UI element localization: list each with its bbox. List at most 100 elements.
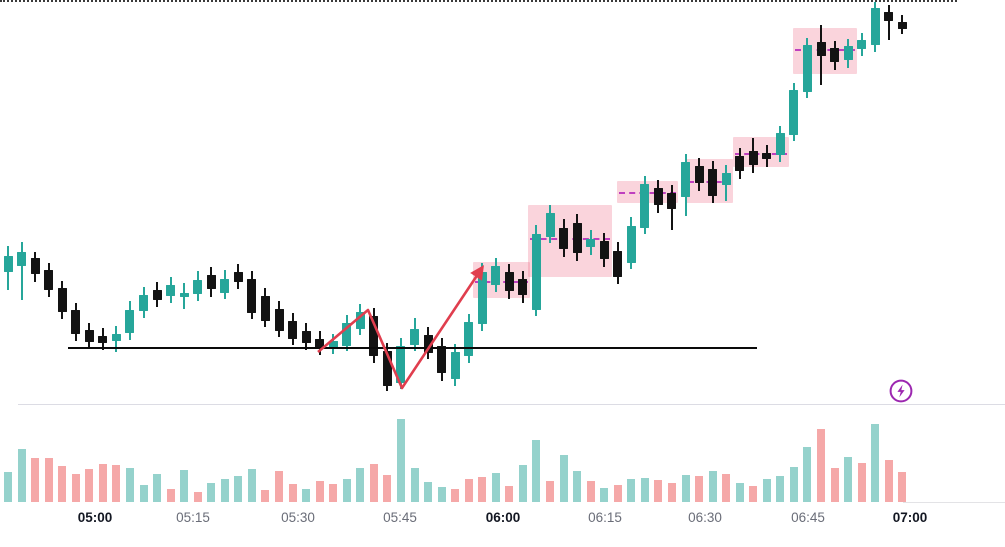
zone-mid-dashed-line [735, 153, 787, 155]
candlestick [477, 272, 487, 324]
volume-bar [573, 471, 582, 502]
volume-bar [424, 482, 433, 502]
time-axis-label: 05:15 [176, 510, 210, 525]
candlestick [735, 156, 745, 171]
volume-bar [857, 463, 866, 502]
candlestick [464, 322, 474, 356]
candlestick [152, 290, 162, 300]
time-axis-label: 07:00 [892, 510, 928, 525]
candlestick [748, 151, 758, 165]
candlestick [450, 352, 460, 379]
candlestick [667, 193, 677, 209]
volume-bar [234, 476, 243, 502]
volume-bar [31, 458, 40, 502]
volume-bar [356, 468, 365, 502]
price-chart-pane[interactable] [0, 0, 1005, 404]
candlestick [3, 256, 13, 272]
candlestick [220, 279, 230, 293]
volume-bar [98, 464, 107, 502]
candlestick [653, 188, 663, 205]
zone-mid-dashed-line [475, 281, 528, 283]
candlestick [870, 8, 880, 45]
volume-bar [505, 486, 514, 502]
volume-bar [220, 479, 229, 502]
candlestick [694, 166, 704, 183]
volume-bar [749, 486, 758, 502]
candlestick [382, 351, 392, 386]
volume-bar [315, 481, 324, 502]
candlestick [369, 316, 379, 356]
volume-bar [627, 479, 636, 502]
candlestick [816, 42, 826, 56]
volume-bar [139, 485, 148, 502]
volume-bar [491, 473, 500, 502]
candlestick [586, 239, 596, 247]
pane-separator [18, 404, 1005, 405]
volume-bar [112, 465, 121, 502]
candlestick [193, 280, 203, 294]
volume-bar [640, 478, 649, 502]
volume-bar [396, 419, 405, 502]
time-axis-label: 06:00 [485, 510, 521, 525]
volume-bar [275, 471, 283, 502]
candlestick [410, 329, 419, 345]
time-axis[interactable]: 05:00 05:15 05:30 05:45 06:00 06:15 06:30 06:45… [0, 502, 1005, 547]
volume-bar [410, 468, 419, 502]
dotted-resistance-line[interactable] [0, 0, 957, 2]
volume-bar [464, 479, 473, 502]
candlestick [355, 312, 365, 329]
volume-bar [600, 488, 609, 502]
volume-bar [329, 484, 338, 502]
supply-demand-zone[interactable] [528, 205, 612, 277]
volume-bar [288, 484, 297, 502]
candlestick [559, 228, 569, 249]
candlestick [884, 12, 894, 21]
volume-bar [71, 474, 80, 502]
volume-bar [153, 474, 162, 502]
volume-bar [735, 483, 744, 502]
candlestick [328, 341, 338, 348]
volume-bar [559, 455, 568, 502]
volume-bar [342, 479, 351, 502]
volume-bar [532, 440, 541, 502]
candlestick [843, 46, 853, 60]
volume-bar [586, 481, 595, 502]
candlestick [775, 133, 785, 155]
volume-bar [667, 483, 676, 502]
volume-pane[interactable] [0, 404, 1005, 502]
candlestick [274, 309, 284, 331]
volume-bar [207, 483, 216, 502]
candlestick [572, 223, 582, 253]
candlestick [681, 162, 690, 197]
time-axis-label: 06:15 [588, 510, 622, 525]
volume-bar [261, 490, 270, 502]
candlestick [721, 173, 731, 185]
candlestick [626, 226, 636, 263]
candlestick [44, 270, 54, 290]
candle-wick [887, 5, 890, 40]
volume-bar [193, 492, 202, 502]
volume-bar [695, 476, 704, 502]
candlestick [640, 184, 650, 228]
candlestick [260, 296, 270, 321]
time-axis-label: 05:45 [383, 510, 417, 525]
candlestick [125, 310, 135, 333]
volume-bar [803, 447, 812, 502]
volume-bar [708, 471, 717, 502]
candlestick [599, 241, 609, 259]
volume-baseline [903, 502, 1005, 503]
support-line[interactable] [68, 347, 757, 349]
zone-mid-dashed-line [530, 238, 610, 240]
time-axis-label: 06:30 [688, 510, 722, 525]
lightning-icon[interactable] [888, 378, 914, 404]
candlestick [857, 40, 867, 49]
volume-bar [898, 472, 907, 502]
candlestick [206, 275, 216, 289]
candlestick [830, 48, 840, 62]
volume-bar [546, 481, 554, 502]
candlestick [518, 279, 528, 295]
candlestick [247, 279, 257, 313]
volume-bar [830, 468, 839, 502]
volume-bar [383, 475, 392, 502]
